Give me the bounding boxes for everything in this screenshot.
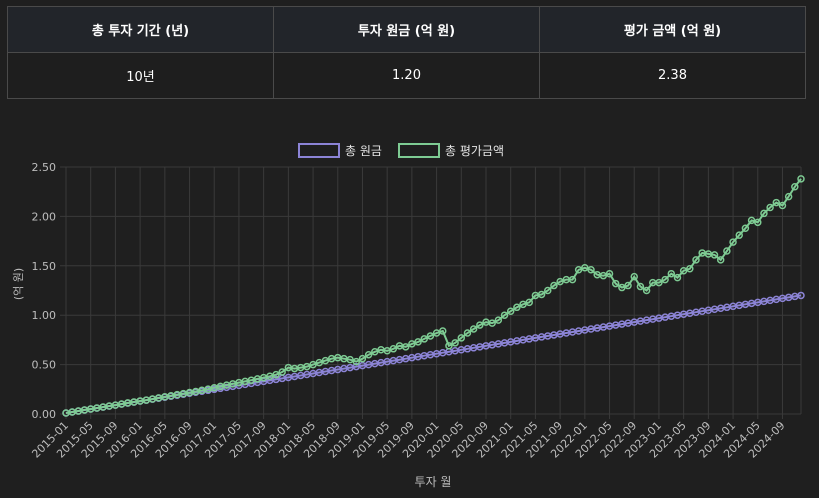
data-point — [494, 316, 503, 324]
data-point — [278, 368, 286, 376]
data-point — [716, 256, 725, 264]
header-principal: 투자 원금 (억 원) — [273, 6, 540, 53]
cell-principal: 1.20 — [273, 52, 540, 99]
data-point — [611, 279, 620, 288]
data-point — [445, 342, 453, 350]
data-point — [624, 281, 632, 290]
data-point — [587, 266, 595, 274]
data-point — [754, 218, 762, 227]
data-point — [784, 192, 793, 201]
data-point — [642, 286, 651, 295]
data-point — [723, 247, 731, 255]
data-point — [741, 224, 750, 233]
series-line — [65, 178, 802, 414]
y-tick-label: 1.50 — [32, 260, 57, 273]
y-tick-label: 0.00 — [32, 408, 57, 421]
data-point — [426, 332, 435, 340]
data-point — [476, 321, 484, 329]
summary-table: 총 투자 기간 (년) 투자 원금 (억 원) 평가 금액 (억 원) 10년 … — [7, 6, 806, 99]
data-point — [272, 370, 280, 379]
data-point — [778, 201, 787, 210]
data-point — [605, 269, 614, 278]
data-point — [766, 203, 774, 212]
legend-label-principal[interactable]: 총 원금 — [345, 144, 382, 158]
data-point — [686, 265, 694, 273]
data-point — [513, 303, 521, 312]
header-value: 평가 금액 (억 원) — [539, 6, 806, 53]
data-point — [537, 290, 546, 299]
data-point — [364, 350, 373, 359]
data-point — [692, 256, 700, 264]
legend: 총 원금 총 평가금액 — [298, 143, 504, 158]
data-point — [667, 269, 676, 278]
data-point — [488, 319, 496, 327]
data-point — [729, 238, 737, 246]
data-point — [797, 291, 805, 300]
data-point — [636, 282, 645, 291]
series-value — [62, 175, 805, 417]
y-tick-label: 2.00 — [32, 210, 57, 223]
data-point — [661, 275, 669, 284]
header-period: 총 투자 기간 (년) — [7, 6, 274, 53]
data-point — [506, 307, 515, 315]
data-point — [352, 357, 361, 366]
data-point — [414, 338, 422, 346]
data-point — [710, 251, 719, 259]
x-axis-title: 투자 월 — [415, 475, 452, 489]
data-point — [420, 335, 428, 343]
data-point — [544, 286, 552, 295]
x-ticks: 2015-012015-052015-092016-012016-052016-… — [29, 419, 787, 461]
y-ticks: 0.00 0.50 1.00 1.50 2.00 2.50 — [32, 161, 57, 421]
legend-swatch-principal[interactable] — [298, 143, 340, 158]
legend-swatch-value[interactable] — [398, 143, 440, 158]
data-point — [630, 272, 638, 281]
legend-label-value[interactable]: 총 평가금액 — [445, 144, 504, 158]
data-point — [760, 209, 768, 218]
grid — [60, 166, 802, 419]
data-point — [463, 329, 472, 337]
data-point — [673, 273, 682, 282]
data-point — [735, 231, 743, 239]
line-chart: 총 원금 총 평가금액 0.00 0.50 1.00 1.50 2.00 2.50 201… — [12, 143, 805, 489]
data-point — [550, 281, 558, 290]
data-point — [772, 198, 781, 207]
y-tick-label: 2.50 — [32, 161, 57, 174]
cell-period: 10년 — [7, 52, 274, 99]
cell-value: 2.38 — [539, 52, 806, 99]
data-point — [500, 311, 509, 319]
y-tick-label: 1.00 — [32, 309, 57, 322]
data-point — [358, 354, 367, 363]
data-point — [655, 278, 663, 287]
data-point — [525, 298, 533, 307]
data-point — [791, 183, 799, 191]
data-point — [457, 334, 466, 342]
data-point — [469, 325, 478, 333]
y-tick-label: 0.50 — [32, 359, 57, 372]
data-point — [439, 327, 447, 335]
y-axis-title: (억 원) — [12, 268, 25, 300]
data-point — [451, 339, 459, 347]
data-point — [797, 175, 805, 183]
data-point — [401, 343, 410, 351]
data-point — [568, 275, 577, 284]
data-point — [389, 345, 398, 353]
